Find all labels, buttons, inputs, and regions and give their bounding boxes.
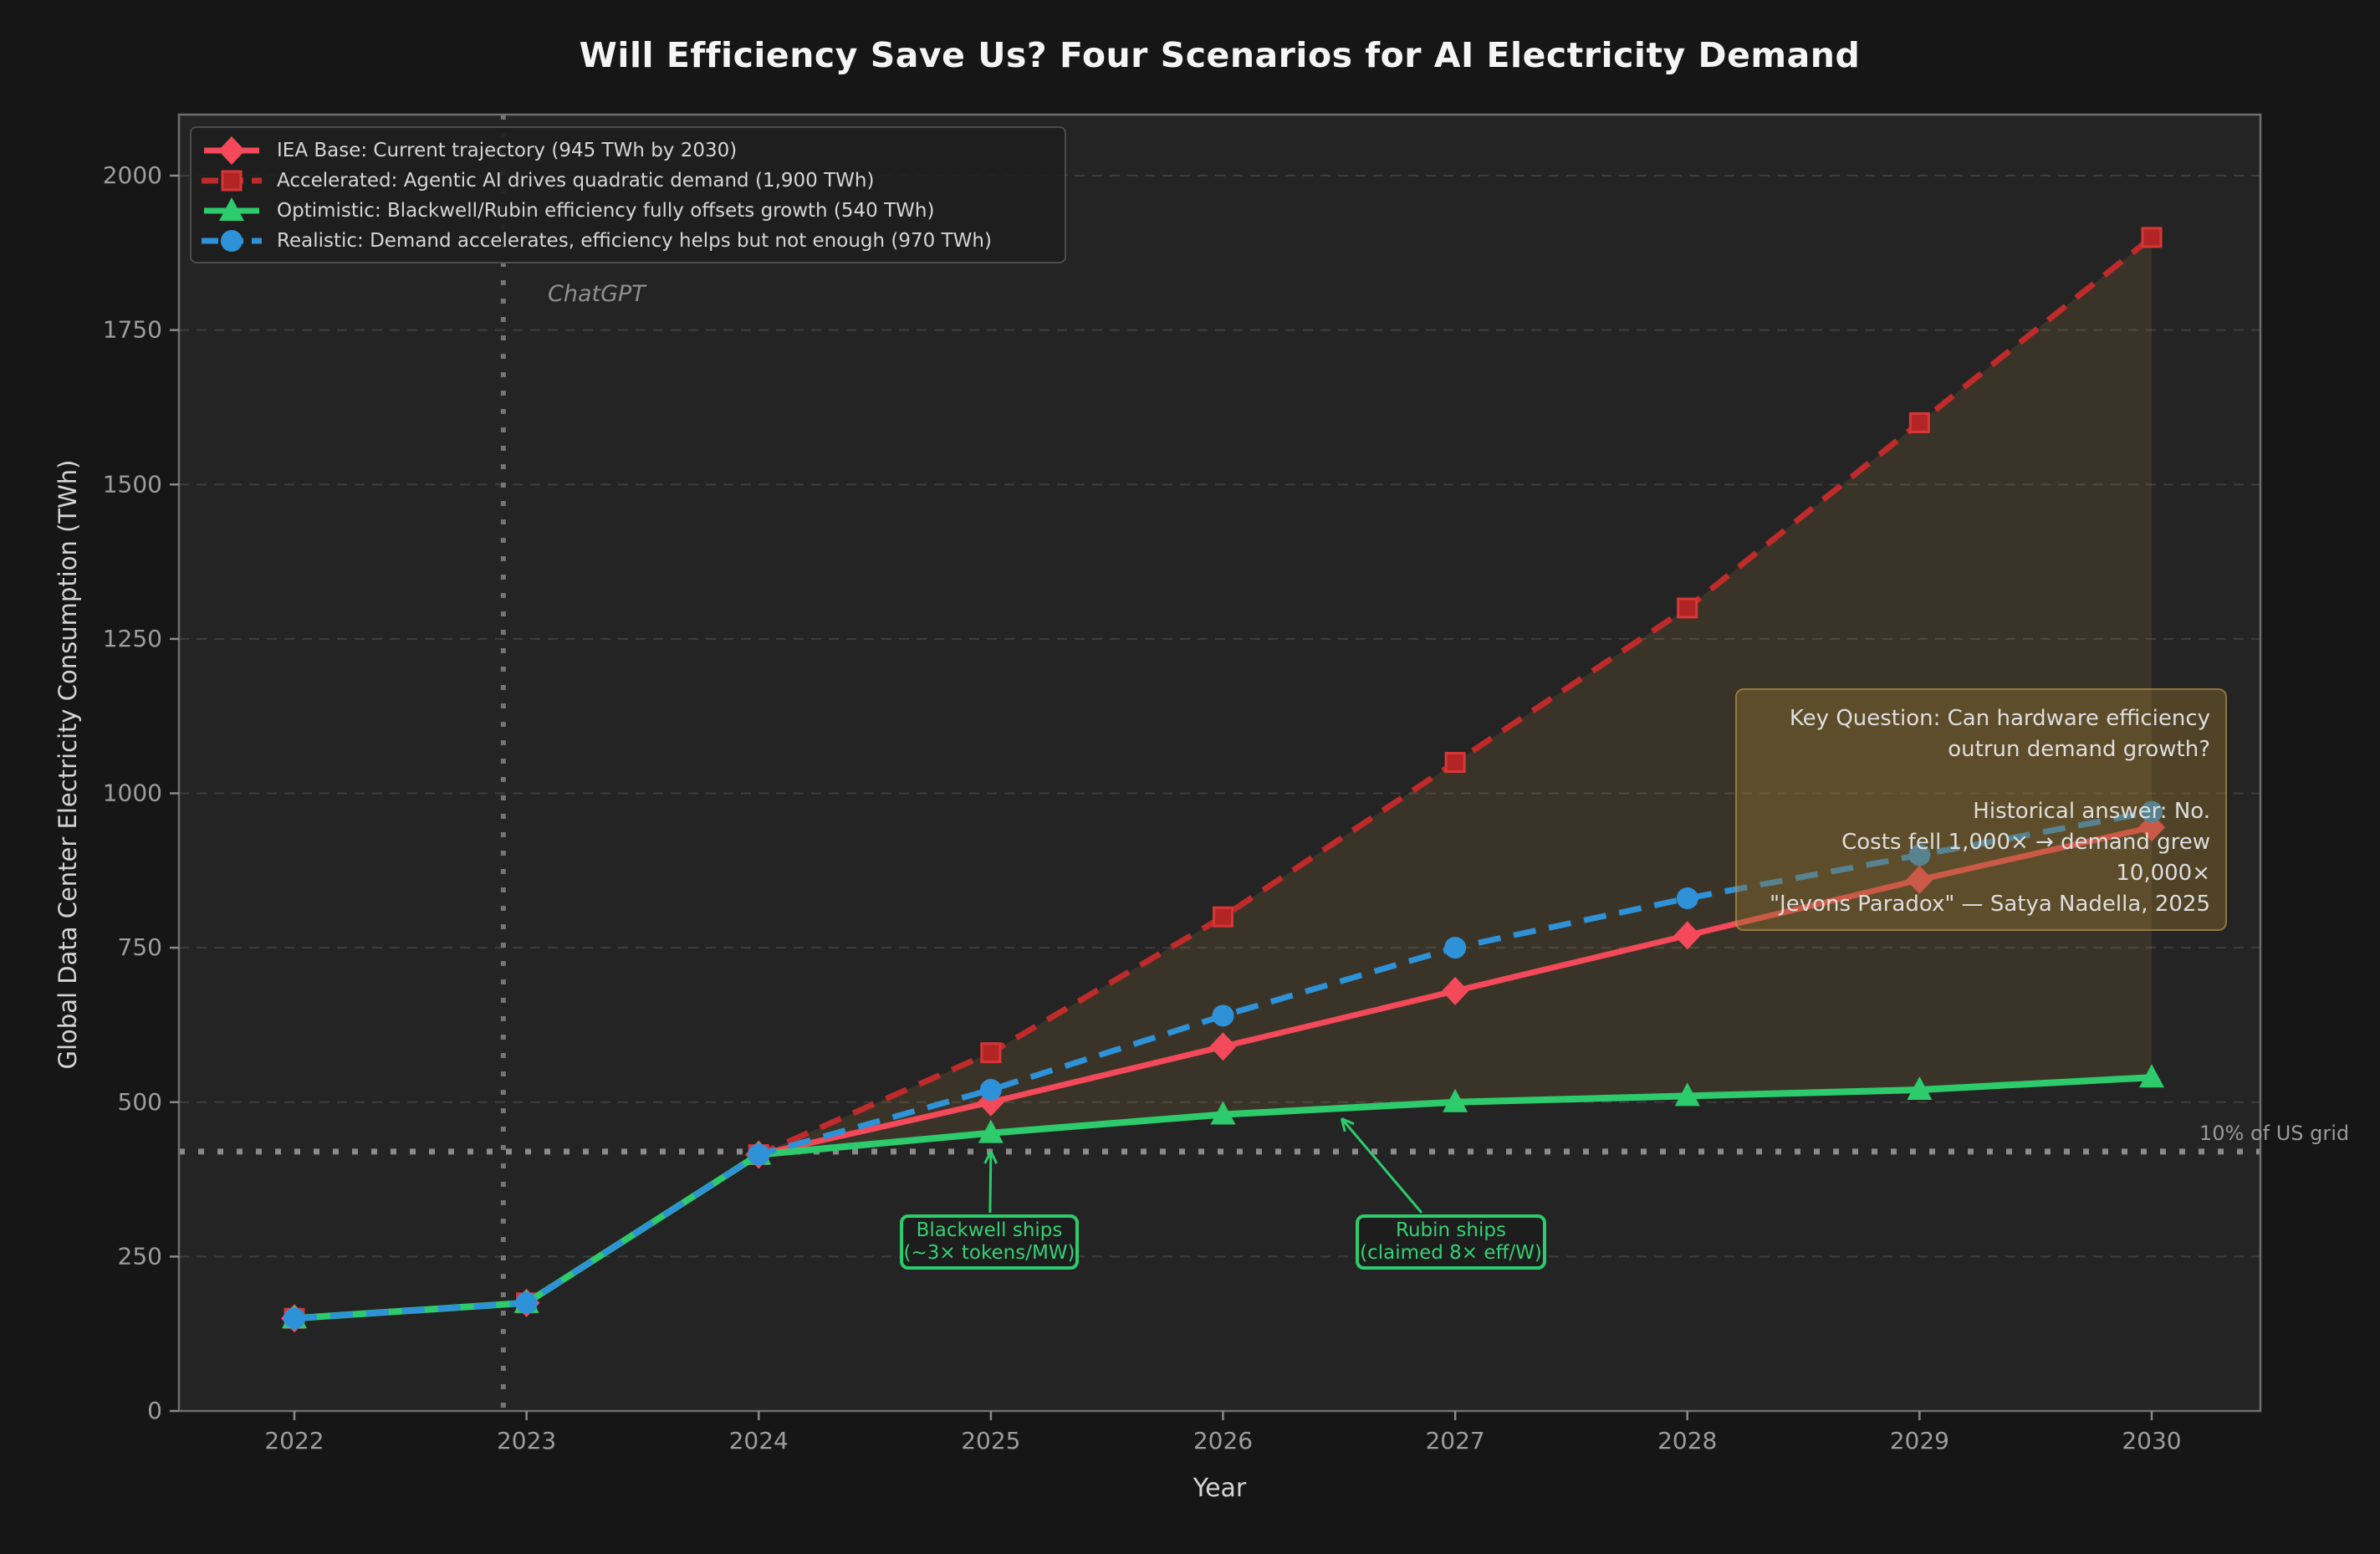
circle-marker-icon [1444,937,1467,959]
x-tick-label-2024: 2024 [729,1427,789,1454]
circle-marker-icon [283,1307,305,1330]
legend-marker-square-icon [202,170,262,192]
square-marker-icon [980,1042,1002,1064]
legend-label: Accelerated: Agentic AI drives quadratic… [277,170,875,192]
y-tick-label-500: 500 [118,1088,162,1116]
rubin-annotation: Rubin ships (claimed 8× eff/W) [1356,1214,1546,1270]
triangle-marker-icon [978,1119,1004,1143]
square-marker-icon [2141,227,2163,248]
x-tick-label-2028: 2028 [1657,1427,1717,1454]
diamond-marker-icon [1442,976,1469,1005]
diamond-marker-icon [1906,865,1933,894]
diamond-marker-icon [218,136,245,165]
triangle-marker-icon [1443,1088,1468,1112]
scenario-range-band [758,237,2152,1155]
square-marker-icon [1213,906,1233,928]
square-marker-icon [1677,597,1698,619]
triangle-marker-icon [2139,1064,2164,1088]
legend-row-optimistic: Optimistic: Blackwell/Rubin efficiency f… [202,197,1053,225]
circle-marker-icon [979,1078,1002,1101]
blackwell-annotation: Blackwell ships (~3× tokens/MW) [900,1214,1079,1270]
legend-row-accelerated: Accelerated: Agentic AI drives quadratic… [202,166,1053,195]
chart-title: Will Efficiency Save Us? Four Scenarios … [579,35,1861,75]
x-tick-label-2022: 2022 [264,1427,324,1454]
circle-marker-icon [1908,844,1931,866]
triangle-marker-icon [1674,1082,1700,1107]
blackwell-arrow [983,1151,998,1214]
legend-row-iea-base: IEA Base: Current trajectory (945 TWh by… [202,136,1053,165]
circle-marker-icon [1212,1004,1234,1027]
x-tick-label-2029: 2029 [1890,1427,1949,1454]
diamond-marker-icon [1673,921,1701,950]
key-question-annotation: Key Question: Can hardware efficiency ou… [1735,688,2227,931]
legend-row-realistic: Realistic: Demand accelerates, efficienc… [202,227,1053,255]
axes-spines [177,113,2262,1413]
circle-marker-icon [748,1143,770,1166]
chatgpt-reference-label: ChatGPT [548,281,646,307]
y-tick-label-2000: 2000 [103,161,162,189]
diamond-marker-icon [1209,1032,1237,1061]
legend: IEA Base: Current trajectory (945 TWh by… [190,126,1066,263]
y-tick-label-0: 0 [147,1397,162,1424]
legend-marker-circle-icon [202,230,262,252]
y-tick-label-1000: 1000 [103,780,162,807]
square-marker-icon [1908,412,1930,433]
y-tick-label-250: 250 [118,1242,162,1270]
triangle-marker-icon [1907,1076,1933,1100]
rubin-arrow [1340,1117,1423,1214]
legend-label: Realistic: Demand accelerates, efficienc… [277,230,992,252]
us-grid-reference-label: 10% of US grid [2199,1122,2350,1145]
x-tick-label-2030: 2030 [2122,1427,2181,1454]
legend-marker-diamond-icon [204,136,259,165]
circle-marker-icon [515,1291,538,1314]
x-tick-label-2025: 2025 [961,1427,1020,1454]
y-axis-label: Global Data Center Electricity Consumpti… [54,459,82,1070]
x-tick-label-2023: 2023 [497,1427,556,1454]
y-tick-label-1250: 1250 [103,625,162,652]
x-axis-label: Year [1193,1474,1247,1503]
y-tick-label-1750: 1750 [103,316,162,344]
square-marker-icon [221,170,243,192]
legend-label: IEA Base: Current trajectory (945 TWh by… [277,140,738,161]
triangle-marker-icon [219,197,244,221]
legend-marker-triangle-icon [204,197,259,221]
circle-marker-icon [2141,800,2163,823]
circle-marker-icon [1676,887,1698,910]
x-tick-label-2027: 2027 [1425,1427,1484,1454]
square-marker-icon [1444,752,1466,774]
x-tick-label-2026: 2026 [1193,1427,1253,1454]
triangle-marker-icon [1210,1101,1236,1125]
y-tick-label-750: 750 [118,933,162,961]
circle-marker-icon [221,230,243,252]
series-circle [283,800,2163,1330]
legend-label: Optimistic: Blackwell/Rubin efficiency f… [277,200,935,222]
y-tick-label-1500: 1500 [103,470,162,498]
